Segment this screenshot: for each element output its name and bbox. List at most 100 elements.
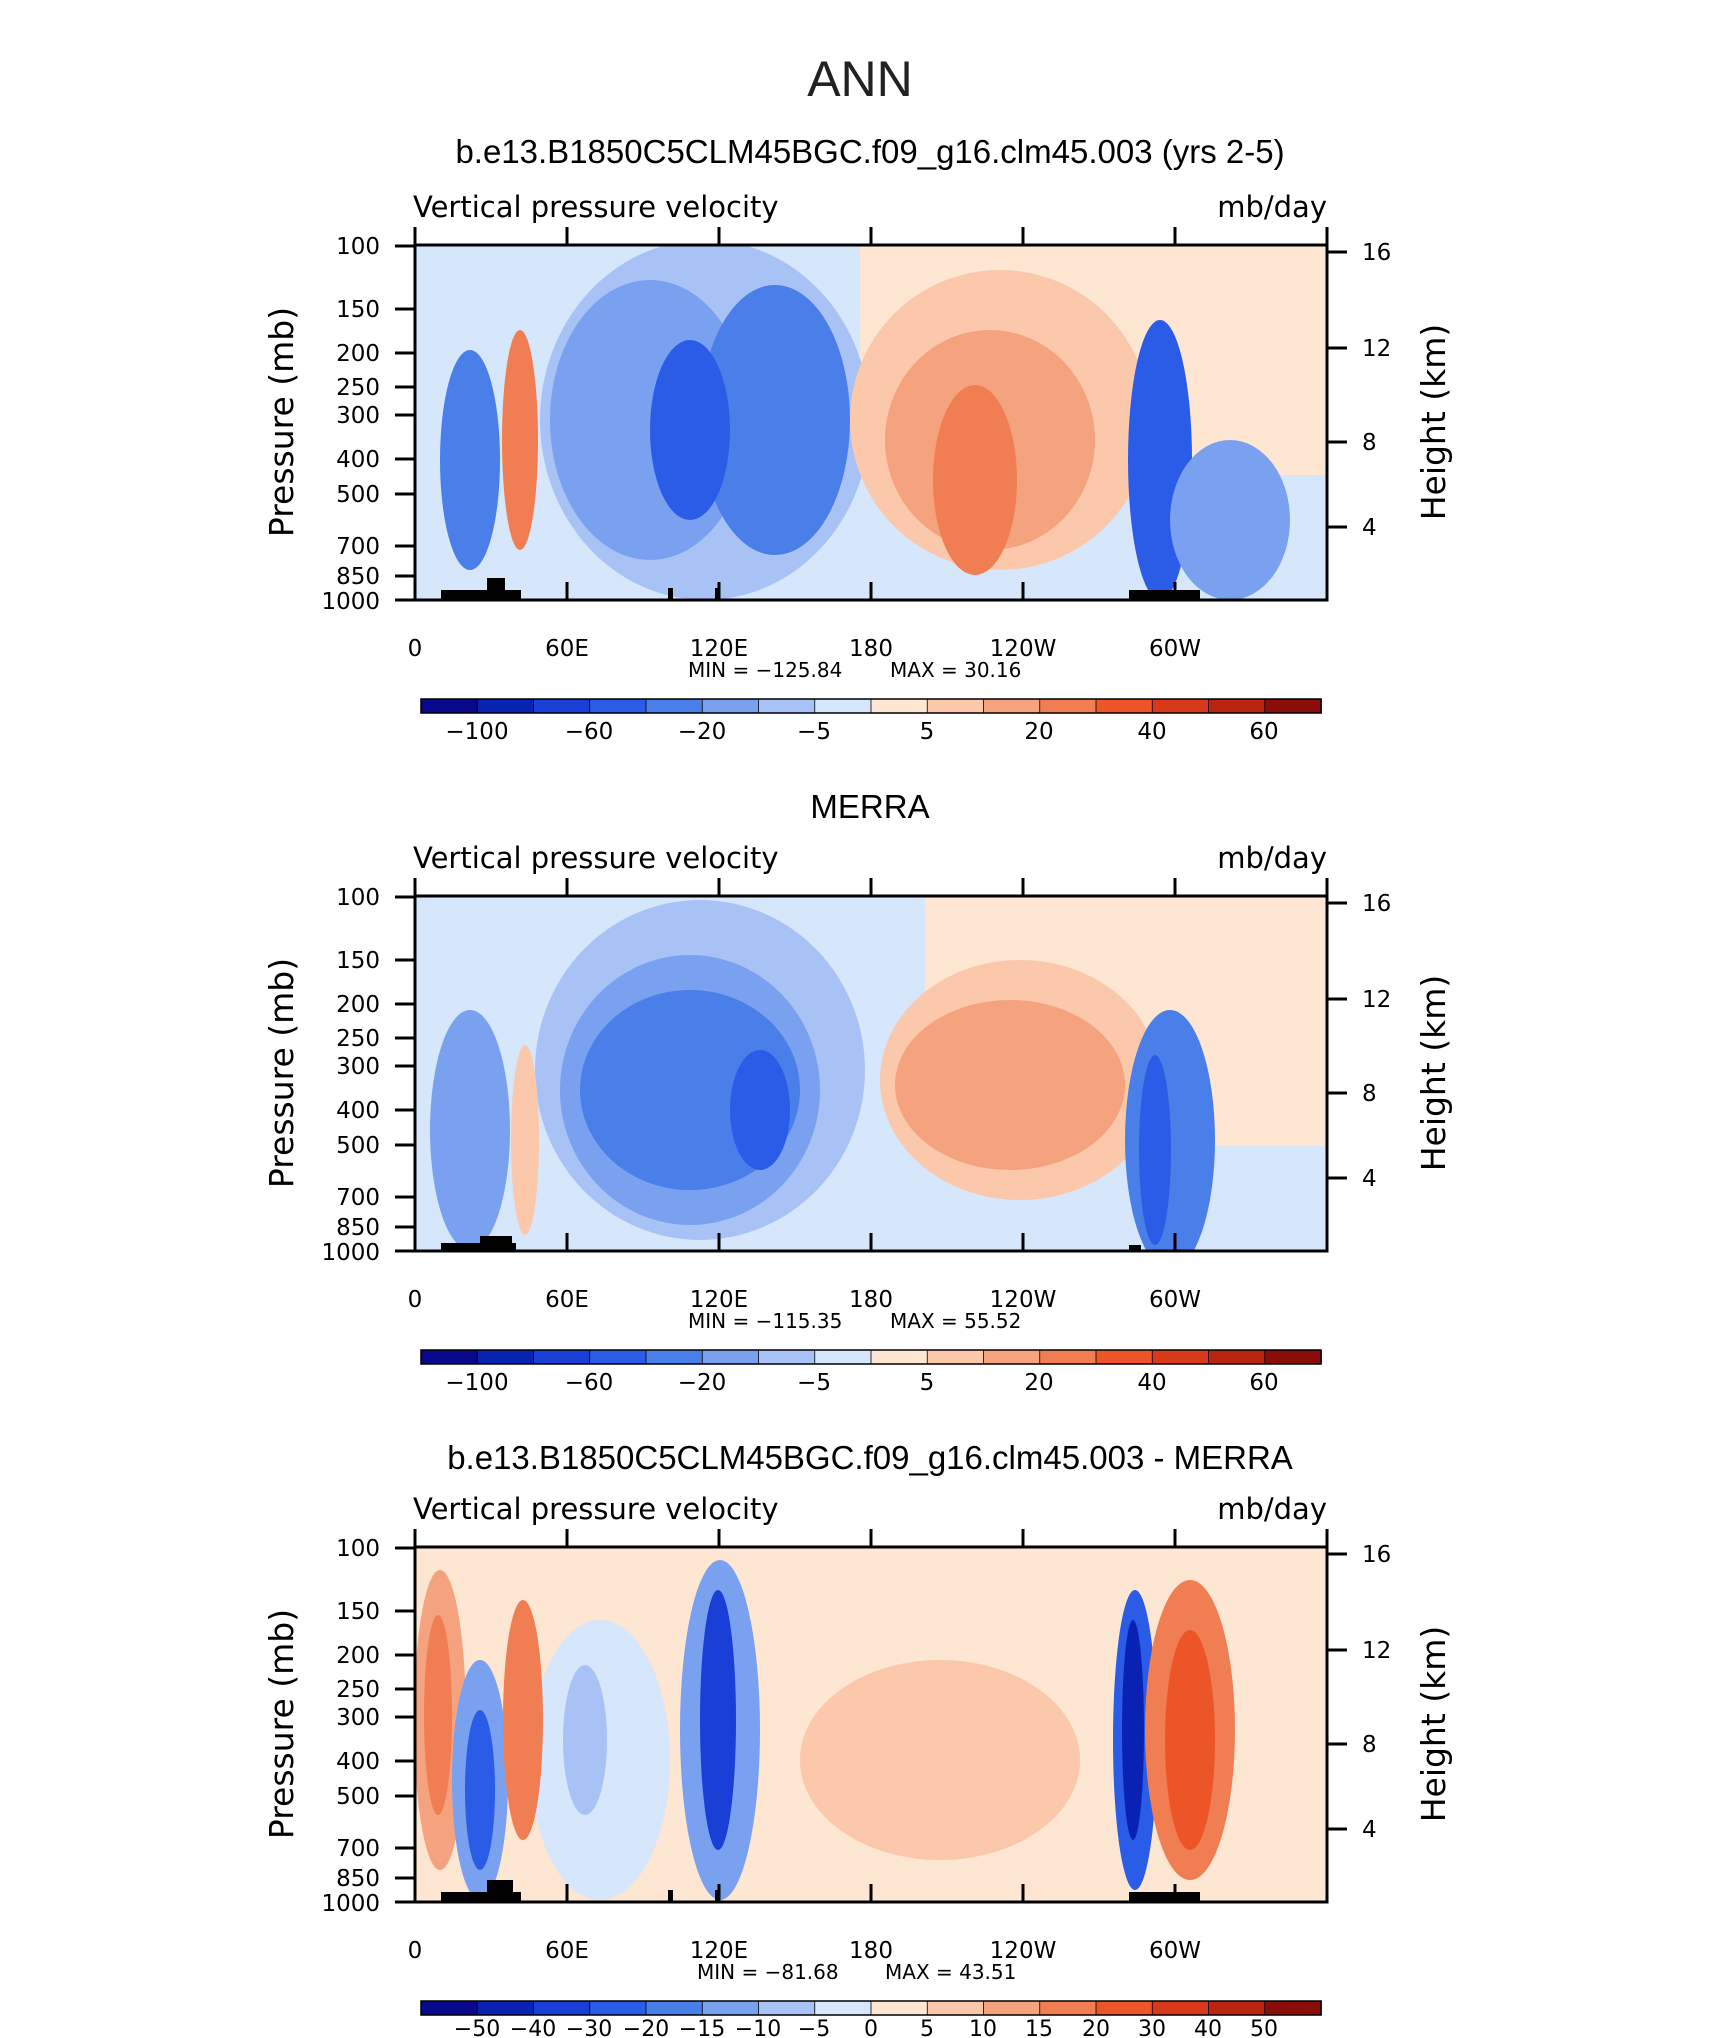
panel-1-minmax: MIN = −125.84 MAX = 30.16 <box>688 658 1021 682</box>
panel-2-field-ascent-africa <box>430 1010 510 1250</box>
panel-1-colorbar-box <box>476 698 535 714</box>
panel-1-y-axis-right-label: Height (km) <box>1414 324 1453 521</box>
panel-2-y-tick-label: 500 <box>336 1133 380 1159</box>
panel-3-colorbar-label: 15 <box>1025 2017 1053 2038</box>
panel-3-height-tick-label: 12 <box>1362 1638 1391 1664</box>
panel-2-field-ascent-maritime-core <box>730 1050 790 1170</box>
panel-2-y-axis-right-label: Height (km) <box>1414 975 1453 1172</box>
panel-3-colorbar-box <box>645 2000 704 2016</box>
panel-1-x-axis: 0 60E 120E 180 120W 60W <box>408 227 1329 662</box>
panel-2-y-axis: 100 150 200 250 300 400 500 700 850 1000… <box>262 885 415 1266</box>
panel-2-colorbar-label: 5 <box>920 1370 935 1396</box>
panel-3-max-label: MAX = 43.51 <box>885 1960 1016 1984</box>
panel-3-land-south-america <box>1129 1892 1200 1902</box>
panel-1-colorbar-label: 40 <box>1137 719 1166 745</box>
panel-2-colorbar-box <box>758 1349 816 1365</box>
panel-3-colorbar-box <box>589 2000 647 2016</box>
panel-1-colorbar-box <box>1264 698 1322 714</box>
panel-1: b.e13.B1850C5CLM45BGC.f09_g16.clm45.003 … <box>262 133 1453 745</box>
panel-2-colorbar-box <box>589 1349 647 1365</box>
panel-2-x-ticks <box>413 878 1329 1251</box>
panel-3-subtitle-left: Vertical pressure velocity <box>413 1492 779 1526</box>
panel-1-x-tick-label: 120E <box>690 636 748 662</box>
panel-3-colorbar-label: 30 <box>1138 2017 1166 2038</box>
panel-2-minmax: MIN = −115.35 MAX = 55.52 <box>688 1309 1021 1333</box>
panel-2-colorbar-label: 40 <box>1137 1370 1166 1396</box>
panel-2-subtitle-right: mb/day <box>1217 841 1327 875</box>
panel-2-max-label: MAX = 55.52 <box>890 1309 1021 1333</box>
panel-3-min-label: MIN = −81.68 <box>697 1960 839 1984</box>
panel-1-subtitle-right: mb/day <box>1217 190 1327 224</box>
panel-3-colorbar-box <box>533 2000 591 2016</box>
panel-2-height-tick-label: 8 <box>1362 1081 1377 1107</box>
panel-2-colorbar-box <box>476 1349 535 1365</box>
panel-1-colorbar-box <box>1151 698 1210 714</box>
panel-3-colorbar-label: 0 <box>864 2017 878 2038</box>
panel-2-colorbar-box <box>1208 1349 1266 1365</box>
panel-1-colorbar-box <box>1039 698 1097 714</box>
panel-3: b.e13.B1850C5CLM45BGC.f09_g16.clm45.003 … <box>262 1439 1453 2038</box>
panel-2-x-tick-label: 0 <box>408 1287 423 1313</box>
panel-1-height-tick-label: 8 <box>1362 430 1377 456</box>
panel-1-land-east-africa <box>487 578 505 590</box>
panel-1-y-tick-label: 150 <box>336 297 380 323</box>
panel-3-height-ticks <box>1327 1552 1347 1831</box>
panel-2-title: MERRA <box>810 788 929 825</box>
panel-1-y-tick-label: 200 <box>336 341 380 367</box>
panel-1-field-descent-pacific-core <box>933 385 1017 575</box>
panel-1-colorbar-label: −5 <box>797 719 831 745</box>
panel-3-colorbar-label: −50 <box>454 2017 500 2038</box>
panel-3-colorbar-box <box>814 2000 872 2016</box>
panel-2-height-tick-label: 16 <box>1362 891 1391 917</box>
panel-2-colorbar-box <box>814 1349 872 1365</box>
panel-1-colorbar-box <box>1208 698 1266 714</box>
panel-2-colorbar-label: 60 <box>1249 1370 1278 1396</box>
panel-3-colorbar-label: 40 <box>1194 2017 1222 2038</box>
panel-2-y-tick-label: 700 <box>336 1185 380 1211</box>
panel-2-y-tick-label: 150 <box>336 948 380 974</box>
figure-title: ANN <box>807 51 913 107</box>
panel-1-colorbar-boxes <box>420 698 1322 714</box>
panel-2-x-axis: 0 60E 120E 180 120W 60W <box>408 878 1329 1313</box>
panel-2-field-descent-pacific-core <box>895 1000 1125 1170</box>
panel-2-colorbar-box <box>1264 1349 1322 1365</box>
panel-1-colorbar-label: −100 <box>445 719 508 745</box>
panel-1-field-ascent-maritime <box>700 285 850 555</box>
panel-1-colorbar-box <box>814 698 872 714</box>
panel-3-colorbar-label: 20 <box>1082 2017 1110 2038</box>
panel-2-x-tick-label: 60E <box>545 1287 589 1313</box>
panel-1-x-tick-label: 0 <box>408 636 423 662</box>
panel-3-field-ascent-maritime-core <box>700 1590 736 1850</box>
panel-3-colorbar-label: −30 <box>566 2017 612 2038</box>
panel-1-y-tick-label: 400 <box>336 447 380 473</box>
panel-3-y-axis-label: Pressure (mb) <box>262 1609 301 1839</box>
panel-1-height-ticks <box>1327 250 1347 529</box>
panel-3-y-tick-label: 300 <box>336 1705 380 1731</box>
panel-2-colorbar-box <box>1095 1349 1154 1365</box>
panel-3-y-ticks <box>395 1546 415 1904</box>
panel-1-height-tick-label: 4 <box>1362 515 1377 541</box>
panel-3-y-tick-label: 250 <box>336 1677 380 1703</box>
panel-3-field-indian-ocean-core <box>563 1665 607 1815</box>
panel-2-y-tick-label: 400 <box>336 1098 380 1124</box>
panel-1-plot-area <box>415 245 1327 600</box>
panel-1-colorbar-box <box>420 698 479 714</box>
panel-2-x-tick-label: 120W <box>990 1287 1057 1313</box>
panel-3-y-axis-right: 16 12 8 4 Height (km) <box>1327 1542 1453 1843</box>
panel-3-colorbar-label: −15 <box>679 2017 725 2038</box>
panel-3-x-tick-label: 0 <box>408 1938 423 1964</box>
panel-1-y-tick-label: 250 <box>336 375 380 401</box>
panel-3-colorbar-box <box>1151 2000 1210 2016</box>
panel-3-height-tick-label: 4 <box>1362 1817 1377 1843</box>
panel-1-y-tick-label: 700 <box>336 534 380 560</box>
panel-1-colorbar-label: 20 <box>1024 719 1053 745</box>
panel-2-colorbar-box <box>1039 1349 1097 1365</box>
panel-2-y-tick-label: 300 <box>336 1054 380 1080</box>
panel-1-subtitle-left: Vertical pressure velocity <box>413 190 779 224</box>
panel-3-colorbar-label: −20 <box>623 2017 669 2038</box>
panel-1-y-tick-label: 1000 <box>321 589 380 615</box>
panel-3-colorbar-box <box>758 2000 816 2016</box>
panel-1-colorbar-box <box>983 698 1041 714</box>
panel-3-field-descent-east-africa <box>503 1600 543 1840</box>
